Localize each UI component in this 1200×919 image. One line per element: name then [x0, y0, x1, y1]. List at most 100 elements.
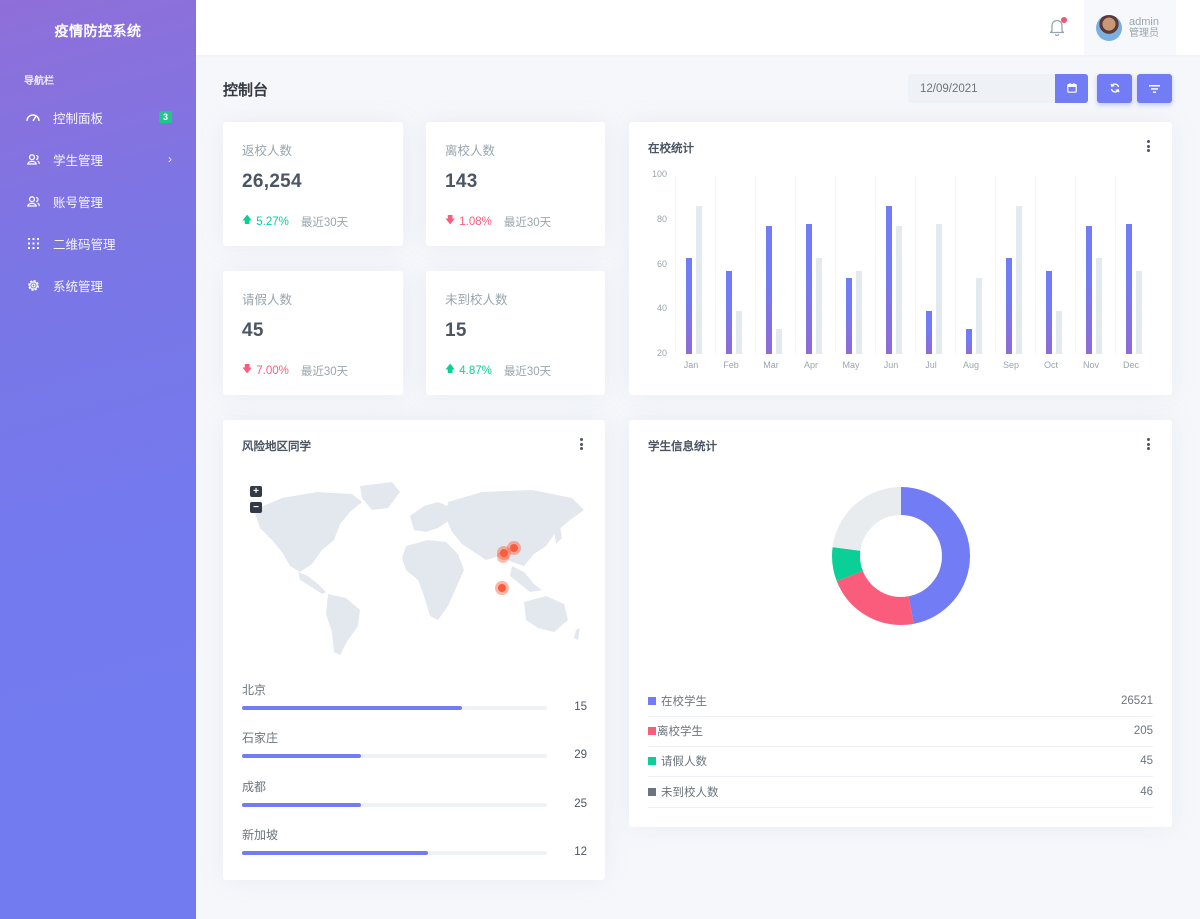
refresh-button[interactable] [1097, 74, 1132, 103]
stat-value: 45 [242, 320, 264, 341]
location-name: 石家庄 [242, 731, 279, 745]
calendar-icon [1066, 80, 1077, 98]
bar[interactable] [1056, 311, 1062, 354]
user-menu[interactable]: admin 管理员 [1084, 0, 1176, 55]
bar[interactable] [936, 224, 942, 354]
card-title: 学生信息统计 [648, 441, 717, 453]
progress-fill [242, 851, 429, 855]
map-zoom-out-button[interactable]: − [250, 502, 262, 513]
sidebar-item-system[interactable]: 系统管理 [0, 264, 196, 306]
stat-value: 26,254 [242, 171, 302, 192]
card-title: 在校统计 [648, 143, 694, 155]
sidebar-item-students[interactable]: 学生管理 › [0, 138, 196, 180]
y-axis-tick: 60 [656, 258, 667, 269]
legend-label: 离校学生 [657, 726, 703, 738]
donut-slice[interactable] [832, 487, 970, 625]
location-name: 北京 [242, 683, 267, 697]
change-percent: 5.27% [256, 215, 289, 228]
student-info-card: 学生信息统计 在校学生 26521 离校学生 205 请假人数 45 未到校人数… [629, 420, 1172, 827]
stat-title: 请假人数 [242, 293, 293, 307]
grid-line [795, 175, 796, 354]
sidebar-item-accounts[interactable]: 账号管理 [0, 180, 196, 222]
legend-label: 在校学生 [661, 696, 707, 708]
bar[interactable] [1016, 206, 1022, 354]
app-logo[interactable]: 疫情防控系统 [54, 23, 142, 39]
stat-value: 143 [445, 171, 478, 192]
bar[interactable] [766, 226, 772, 354]
legend-value: 45 [1140, 755, 1153, 767]
arrow-down-icon: 🡇 [242, 364, 253, 375]
x-axis-tick: Sep [1002, 360, 1019, 370]
bar[interactable] [966, 329, 972, 354]
world-map[interactable]: + − [242, 480, 587, 655]
bar[interactable] [776, 329, 782, 354]
bar[interactable] [726, 271, 732, 354]
arrow-up-icon: 🡅 [242, 215, 253, 226]
grid-line [675, 175, 676, 354]
sidebar-item-qrcode[interactable]: 二维码管理 [0, 222, 196, 264]
stat-card-returned: 返校人数 26,254 🡅 5.27% 最近30天 [223, 122, 403, 246]
y-axis-tick: 80 [656, 213, 667, 224]
more-options-icon[interactable] [1146, 140, 1150, 152]
grid-line [715, 175, 716, 354]
bar[interactable] [976, 277, 982, 354]
grid-line [1115, 175, 1116, 354]
x-axis-tick: Aug [962, 360, 979, 370]
map-zoom-in-button[interactable]: + [250, 486, 262, 497]
legend-swatch [648, 727, 656, 735]
sidebar-item-dashboard[interactable]: 控制面板 3 [0, 96, 196, 138]
bar[interactable] [846, 277, 852, 354]
donut-slice[interactable] [832, 487, 970, 625]
bar[interactable] [896, 226, 902, 354]
notification-button[interactable] [1048, 17, 1068, 39]
stat-change: 🡇 7.00% 最近30天 [242, 362, 348, 379]
stat-card-leave: 请假人数 45 🡇 7.00% 最近30天 [223, 271, 403, 395]
change-percent: 1.08% [459, 215, 492, 228]
more-options-icon[interactable] [579, 438, 583, 450]
legend-row: 请假人数 45 [648, 746, 1153, 777]
progress-track [242, 803, 547, 807]
filter-button[interactable] [1137, 74, 1172, 103]
bar[interactable] [686, 257, 692, 354]
x-axis-tick: Mar [763, 360, 779, 370]
stat-change: 🡅 4.87% 最近30天 [445, 362, 551, 379]
gauge-icon [26, 110, 40, 124]
legend-row: 离校学生 205 [648, 716, 1153, 747]
users-icon [26, 152, 40, 166]
bar[interactable] [1096, 257, 1102, 354]
donut-slice[interactable] [832, 487, 970, 625]
grid-line [875, 175, 876, 354]
bar[interactable] [806, 224, 812, 354]
bar[interactable] [1136, 271, 1142, 354]
location-value: 12 [574, 846, 587, 858]
legend-row: 未到校人数 46 [648, 777, 1153, 808]
bar[interactable] [816, 257, 822, 354]
period-label: 最近30天 [300, 216, 349, 229]
nav-section-title: 导航栏 [24, 76, 54, 87]
grid-line [1075, 175, 1076, 354]
bar[interactable] [926, 311, 932, 354]
bar[interactable] [736, 311, 742, 354]
bar[interactable] [1126, 224, 1132, 354]
bar[interactable] [886, 206, 892, 354]
grid-line [995, 175, 996, 354]
user-name: admin [1129, 15, 1159, 28]
bar[interactable] [1046, 271, 1052, 354]
bar[interactable] [696, 206, 702, 354]
more-options-icon[interactable] [1146, 438, 1150, 450]
y-axis-tick: 20 [656, 348, 667, 358]
grid-line [1035, 175, 1036, 354]
sidebar-item-label: 账号管理 [53, 195, 104, 210]
stat-title: 离校人数 [445, 144, 496, 158]
bar[interactable] [1006, 257, 1012, 354]
calendar-button[interactable] [1055, 74, 1088, 103]
x-axis-tick: Jun [883, 360, 899, 370]
bar[interactable] [856, 271, 862, 354]
sidebar-item-label: 二维码管理 [53, 237, 116, 252]
date-input[interactable] [908, 74, 1055, 103]
location-name: 成都 [242, 780, 267, 794]
bar[interactable] [1086, 226, 1092, 354]
y-axis-tick: 40 [656, 303, 667, 314]
bar-chart-card: 在校统计 20 40 60 80 100 Jan Feb Mar Apr May Jun Jul Aug… [629, 122, 1172, 395]
legend-value: 205 [1133, 725, 1153, 737]
